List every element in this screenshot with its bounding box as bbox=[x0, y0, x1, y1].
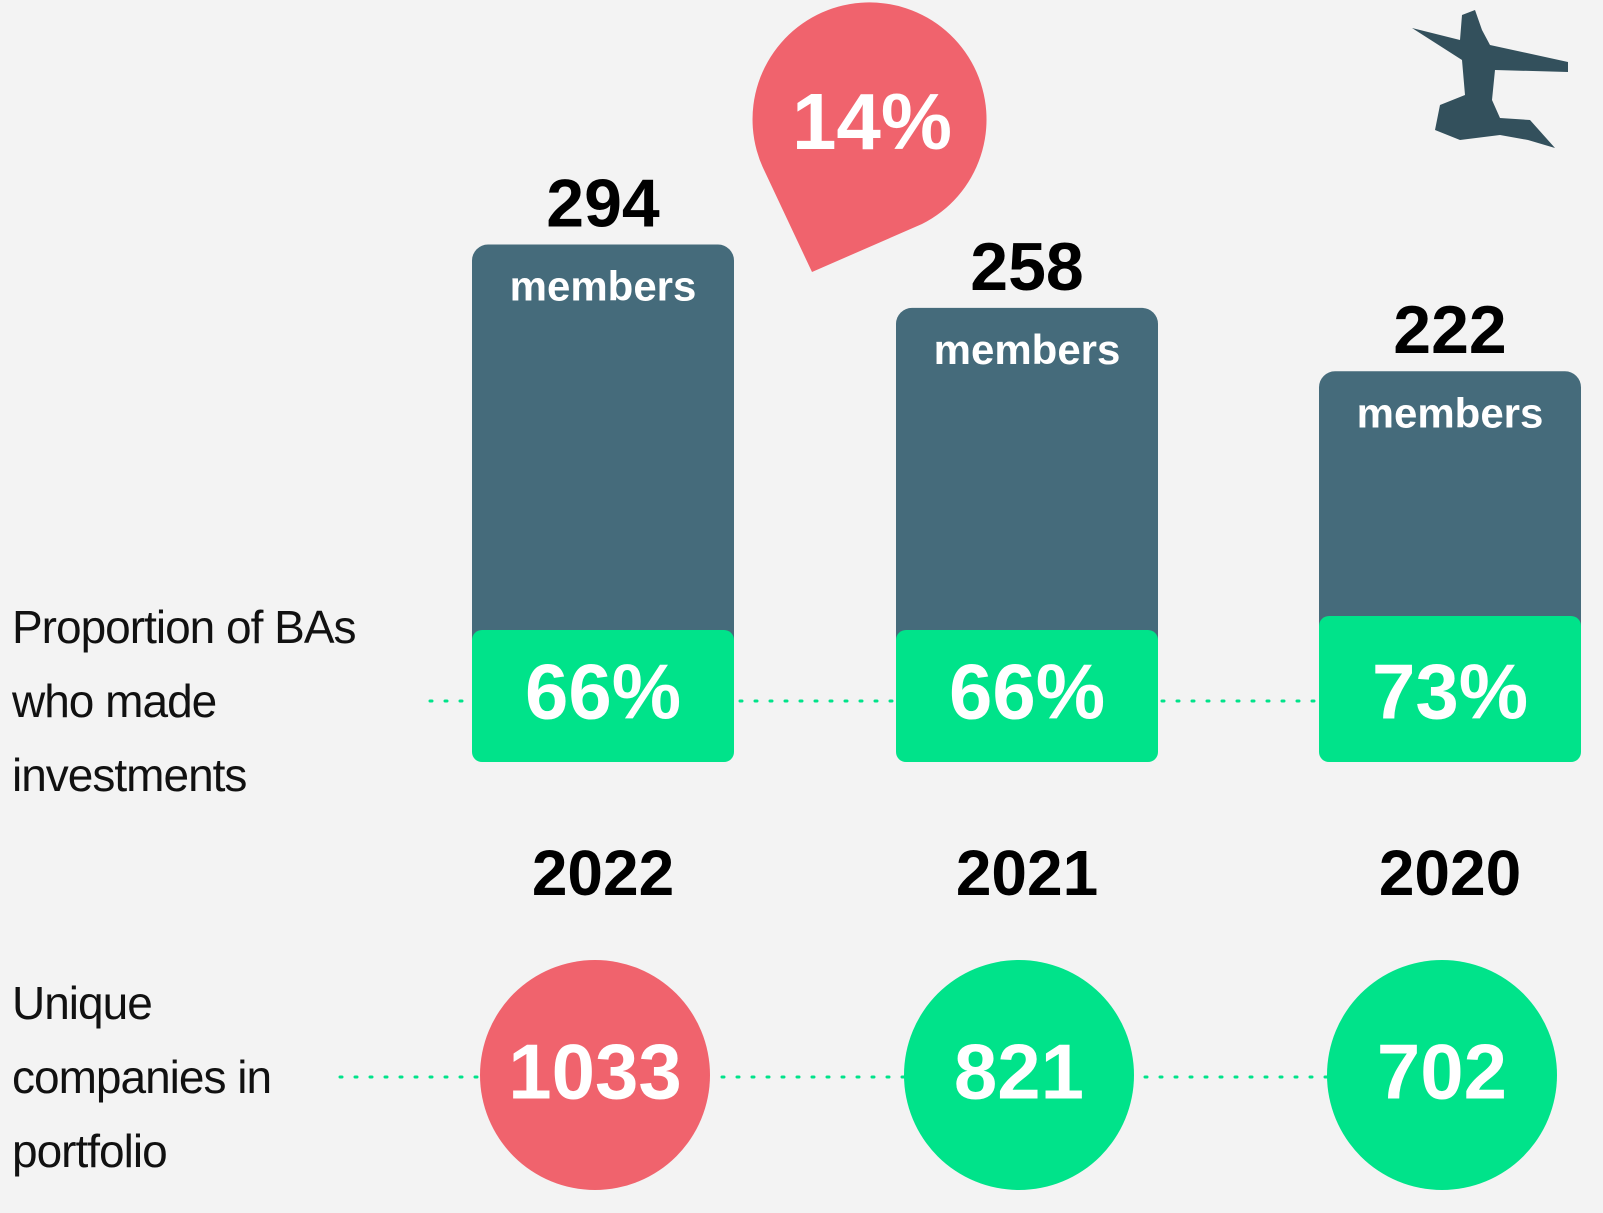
proportion-label: 66% bbox=[525, 648, 681, 736]
bar-unit-label: members bbox=[1357, 389, 1544, 436]
company-count: 702 bbox=[1377, 1028, 1507, 1116]
row-label: Proportion of BAs who made investments bbox=[12, 601, 357, 801]
proportion-segment bbox=[472, 630, 734, 762]
company-count: 1033 bbox=[508, 1028, 682, 1116]
proportion-segment bbox=[896, 630, 1158, 762]
year-label: 2021 bbox=[956, 837, 1098, 909]
callout: 14% bbox=[752, 2, 987, 273]
logo-mark bbox=[1412, 10, 1568, 148]
bar-value-label: 258 bbox=[970, 229, 1083, 305]
bar-value-label: 294 bbox=[546, 166, 660, 242]
year-label: 2020 bbox=[1379, 837, 1521, 909]
callout-bubble bbox=[752, 2, 987, 273]
company-circle bbox=[904, 960, 1134, 1190]
proportion-label: 66% bbox=[949, 648, 1105, 736]
bar-unit-label: members bbox=[510, 263, 697, 310]
callout-label: 14% bbox=[792, 77, 952, 166]
company-circle bbox=[480, 960, 710, 1190]
row-label: Unique companies in portfolio bbox=[12, 977, 272, 1177]
company-count: 821 bbox=[954, 1028, 1084, 1116]
proportion-segment bbox=[1319, 616, 1581, 762]
year-label: 2022 bbox=[532, 837, 674, 909]
proportion-label: 73% bbox=[1372, 648, 1528, 736]
logo bbox=[1412, 10, 1568, 148]
bar-unit-label: members bbox=[934, 326, 1121, 373]
bar-value-label: 222 bbox=[1393, 292, 1506, 368]
company-circle bbox=[1327, 960, 1557, 1190]
